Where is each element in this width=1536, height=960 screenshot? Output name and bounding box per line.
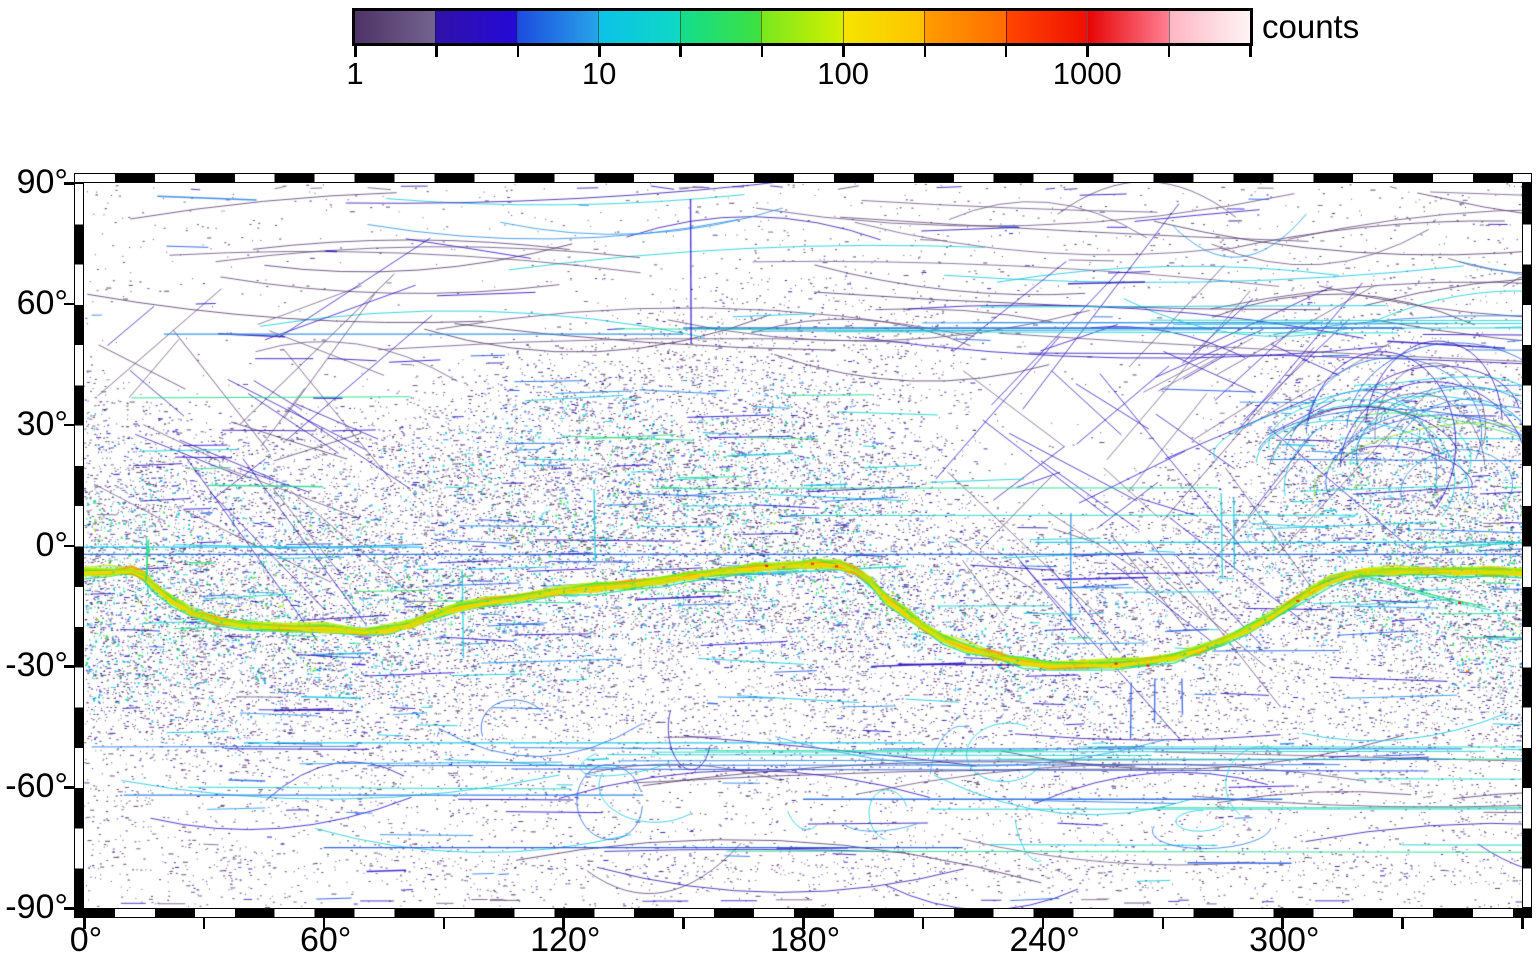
colorbar-ticks [352, 46, 1253, 58]
colorbar-segment [1087, 11, 1169, 43]
colorbar-tick-label: 1000 [1052, 56, 1122, 91]
x-axis-tick-label: 60° [299, 921, 352, 959]
x-axis-tick-label: 0° [69, 921, 103, 959]
colorbar-segment [355, 11, 436, 43]
colorbar-tick-labels: 1 10 100 1000 [346, 56, 1253, 93]
colorbar-tick-label: 1 [346, 56, 364, 91]
x-axis-tick-label: 120° [530, 921, 601, 959]
x-axis-tick [1401, 918, 1404, 929]
y-axis-tick-label: -60° [5, 767, 68, 806]
y-axis-tick-label: -90° [5, 888, 68, 926]
x-axis-tick [562, 918, 565, 929]
x-axis-tick [921, 918, 925, 929]
y-axis-tick-label: 90° [16, 163, 68, 201]
colorbar-tick [1004, 46, 1008, 57]
y-axis-tick [64, 423, 74, 427]
x-axis-tick-label: 300° [1249, 921, 1320, 959]
colorbar-tick [354, 46, 357, 57]
y-axis-tick [64, 907, 74, 910]
x-axis-tick-label: 180° [769, 921, 841, 959]
colorbar-tick [516, 46, 520, 57]
colorbar-segment [1005, 11, 1088, 43]
colorbar-tick [760, 46, 764, 57]
x-axis-tick [1161, 918, 1164, 929]
y-axis-tick-label: -30° [5, 646, 68, 685]
x-axis-tick [1041, 918, 1045, 929]
y-axis-tick-label: 0° [35, 525, 68, 564]
y-axis-tick [64, 182, 74, 185]
map-border-left [74, 183, 84, 908]
y-axis-tick [64, 665, 74, 668]
y-axis-tick-label: 60° [16, 283, 68, 322]
colorbar-tick [842, 46, 845, 57]
x-axis-tick [83, 918, 86, 929]
colorbar-tick-label: 10 [581, 56, 617, 91]
colorbar-tick [435, 46, 438, 57]
y-axis-tick [64, 302, 74, 306]
colorbar-tick-label: 100 [817, 56, 870, 91]
y-axis-tick [64, 786, 74, 789]
x-axis-tick [442, 918, 445, 929]
map-border-right [1522, 183, 1532, 908]
colorbar-label: counts [1262, 8, 1360, 45]
x-axis-tick [682, 918, 685, 929]
y-axis-tick [64, 544, 74, 547]
colorbar-tick [598, 46, 601, 57]
colorbar-tick [923, 46, 927, 57]
x-axis-tick [1281, 918, 1284, 929]
map-border-top [74, 173, 1532, 183]
map-plot-frame [74, 173, 1532, 918]
colorbar-segment [679, 11, 762, 43]
colorbar-tick [1167, 46, 1171, 57]
x-axis-tick [1521, 918, 1524, 929]
colorbar-segment [924, 11, 1006, 43]
colorbar-tick [1249, 46, 1252, 57]
colorbar-tick [679, 46, 682, 57]
colorbar-segment [1168, 11, 1250, 43]
colorbar [352, 8, 1253, 46]
x-axis-tick [322, 918, 326, 929]
x-axis-tick [202, 918, 206, 929]
colorbar-tick [1086, 46, 1089, 57]
x-axis-tick-label: 240° [1009, 921, 1080, 959]
colorbar-segment [842, 11, 925, 43]
colorbar-segment [761, 11, 843, 43]
colorbar-segment [598, 11, 680, 43]
map-border-bottom [74, 908, 1532, 918]
x-axis-tick [802, 918, 805, 929]
colorbar-segment [435, 11, 517, 43]
map-canvas [84, 183, 1522, 908]
colorbar-segment [516, 11, 599, 43]
y-axis-tick-label: 30° [16, 404, 68, 443]
